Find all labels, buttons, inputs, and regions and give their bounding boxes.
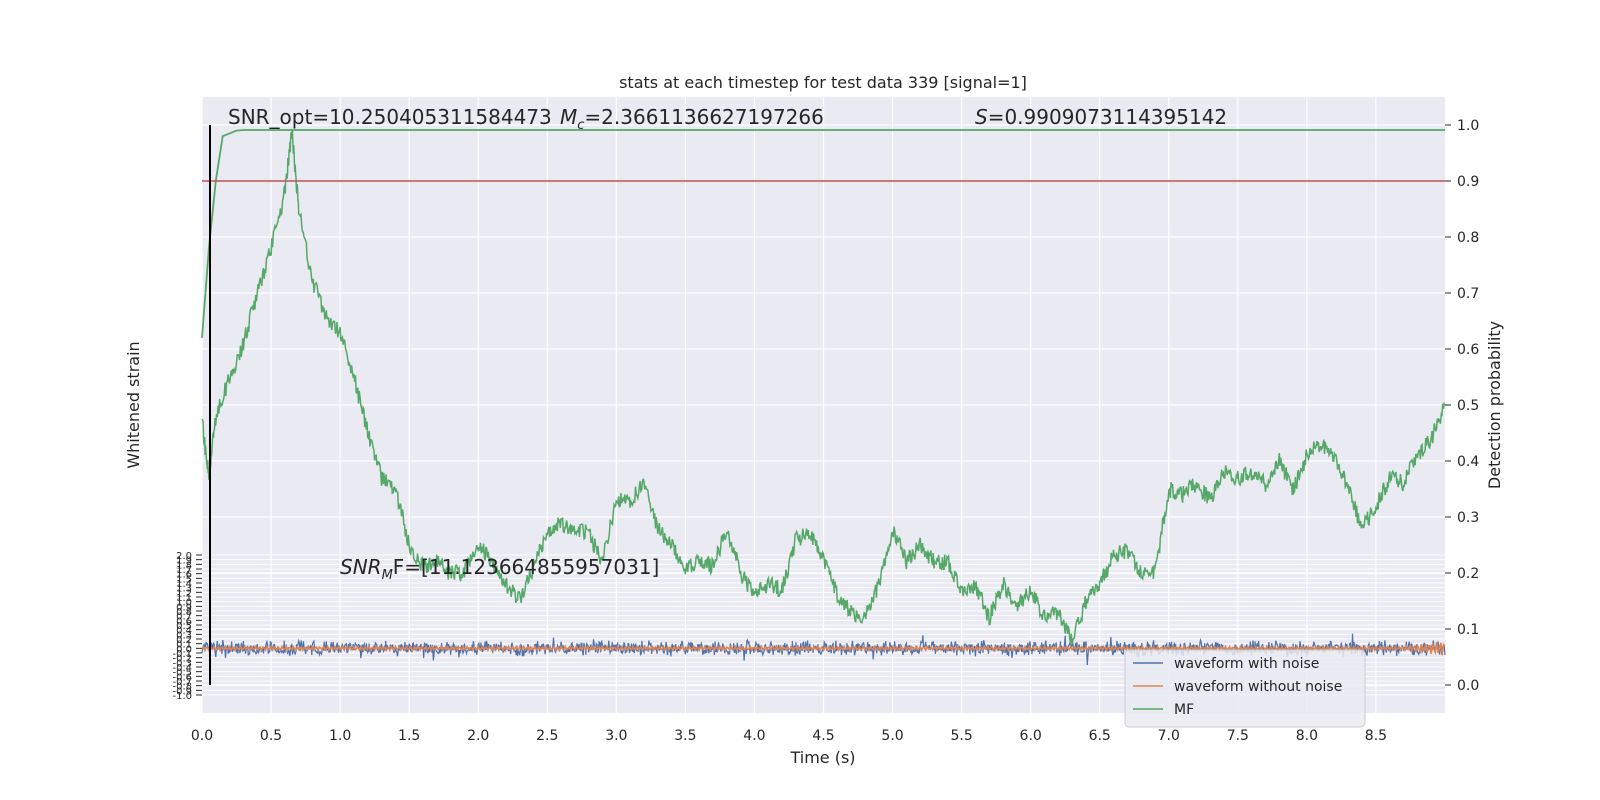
mc-value: =2.3661136627197266 — [584, 105, 823, 129]
left-tick-label: 0.8 — [176, 607, 192, 618]
x-tick-label: 1.5 — [398, 728, 420, 744]
left-tick-label: 1.5 — [176, 574, 192, 585]
chart-title: stats at each timestep for test data 339… — [619, 73, 1027, 92]
x-axis-label: Time (s) — [789, 748, 855, 767]
left-tick-label: -0.9 — [172, 686, 192, 697]
right-axis-label: Detection probability — [1485, 321, 1504, 489]
left-tick-label: 1.6 — [176, 570, 192, 581]
left-tick-label: 1.1 — [176, 593, 192, 604]
x-tick-label: 7.5 — [1227, 728, 1249, 744]
right-ticks: 0.0 0.1 0.2 0.3 0.4 0.5 0.6 0.7 0.8 0.9 1.0 — [1445, 118, 1479, 694]
x-tick-label: 1.0 — [329, 728, 351, 744]
right-tick-label: 0.0 — [1457, 678, 1479, 694]
left-tick-label: 0.1 — [176, 640, 192, 651]
mf-series — [201, 129, 1446, 644]
right-tick-label: 0.4 — [1457, 454, 1479, 470]
s-annotation: S=0.9909073114395142 — [975, 105, 1227, 129]
left-tick-label: 0.9 — [176, 602, 192, 613]
left-tick-label: -0.5 — [172, 668, 192, 679]
x-tick-label: 6.0 — [1020, 728, 1042, 744]
left-tick-label: 1.9 — [176, 556, 192, 567]
waveform-without-noise-line — [201, 641, 1446, 656]
left-tick-label: 1.3 — [176, 584, 192, 595]
right-tick-label: 0.2 — [1457, 566, 1479, 582]
detection-probability-line — [201, 129, 1445, 338]
x-tick-label: 6.5 — [1089, 728, 1111, 744]
legend-label-mf: MF — [1174, 702, 1194, 718]
left-tick-label: 0.0 — [176, 644, 192, 655]
right-tick-label: 0.3 — [1457, 510, 1479, 526]
left-tick-label: 1.0 — [176, 598, 192, 609]
snr-mf-sub: M — [382, 568, 393, 583]
x-tick-label: 2.5 — [536, 728, 558, 744]
snr-opt-annotation: SNR_opt=10.250405311584473 — [228, 105, 552, 129]
right-tick-label: 0.7 — [1457, 286, 1479, 302]
snr-mf-annotation: SNRMF=[11.123664855957031] — [340, 555, 659, 583]
x-tick-label: 4.0 — [743, 728, 765, 744]
x-tick-label: 0.0 — [191, 728, 213, 744]
mf-line — [201, 129, 1446, 644]
left-tick-label: 0.6 — [176, 616, 192, 627]
left-tick-label: 0.7 — [176, 612, 192, 623]
x-tick-label: 8.0 — [1296, 728, 1318, 744]
s-symbol: S — [975, 105, 988, 129]
right-tick-label: 0.6 — [1457, 342, 1479, 358]
left-tick-label: -0.6 — [172, 672, 192, 683]
x-tick-label: 2.0 — [467, 728, 489, 744]
right-tick-label: 0.1 — [1457, 622, 1479, 638]
left-tick-label: 1.2 — [176, 588, 192, 599]
left-tick-label: 1.7 — [176, 565, 192, 576]
left-tick-label: 0.3 — [176, 630, 192, 641]
right-tick-label: 0.8 — [1457, 230, 1479, 246]
mc-sub: c — [577, 118, 584, 133]
x-ticks: 0.0 0.5 1.0 1.5 2.0 2.5 3.0 3.5 4.0 4.5 5.0 5.5 6.0 6… — [191, 728, 1387, 744]
s-value: =0.9909073114395142 — [988, 105, 1227, 129]
right-tick-label: 0.9 — [1457, 174, 1479, 190]
right-tick-label: 1.0 — [1457, 118, 1479, 134]
left-tick-label: 2.0 — [176, 551, 192, 562]
left-tick-label: 0.4 — [176, 626, 192, 637]
legend-label-clean: waveform without noise — [1174, 679, 1342, 695]
left-tick-label: -0.7 — [172, 677, 192, 688]
left-tick-label: -0.8 — [172, 682, 192, 693]
left-tick-label: -0.4 — [172, 663, 192, 674]
x-tick-label: 8.5 — [1365, 728, 1387, 744]
mc-annotation: Mc=2.3661136627197266 — [560, 105, 824, 133]
left-tick-label: -0.3 — [172, 658, 192, 669]
legend-box — [1124, 649, 1366, 728]
legend: waveform with noise waveform without noi… — [1124, 649, 1366, 728]
x-tick-label: 0.5 — [260, 728, 282, 744]
left-axis-ticks: -1.0-0.9-0.8-0.7-0.6-0.5-0.4-0.3-0.2-0.1… — [172, 551, 202, 702]
left-tick-label: 1.4 — [176, 579, 192, 590]
x-tick-label: 3.0 — [605, 728, 627, 744]
left-tick-label: 0.2 — [176, 635, 192, 646]
left-tick-label: 1.8 — [176, 560, 192, 571]
x-tick-label: 4.5 — [812, 728, 834, 744]
left-axis-label: Whitened strain — [124, 341, 143, 468]
x-tick-label: 3.5 — [674, 728, 696, 744]
left-tick-label: -0.2 — [172, 654, 192, 665]
right-tick-label: 0.5 — [1457, 398, 1479, 414]
mc-symbol: M — [560, 105, 577, 129]
prob-series — [201, 129, 1445, 338]
x-tick-label: 5.0 — [881, 728, 903, 744]
left-tick-label: -1.0 — [172, 691, 192, 702]
legend-label-noise: waveform with noise — [1174, 656, 1319, 672]
snr-mf-symbol: SNR — [340, 555, 382, 579]
left-tick-label: -0.1 — [172, 649, 192, 660]
x-tick-label: 7.0 — [1158, 728, 1180, 744]
x-tick-label: 5.5 — [950, 728, 972, 744]
left-tick-label: 0.5 — [176, 621, 192, 632]
snr-mf-value: F=[11.123664855957031] — [393, 555, 660, 579]
